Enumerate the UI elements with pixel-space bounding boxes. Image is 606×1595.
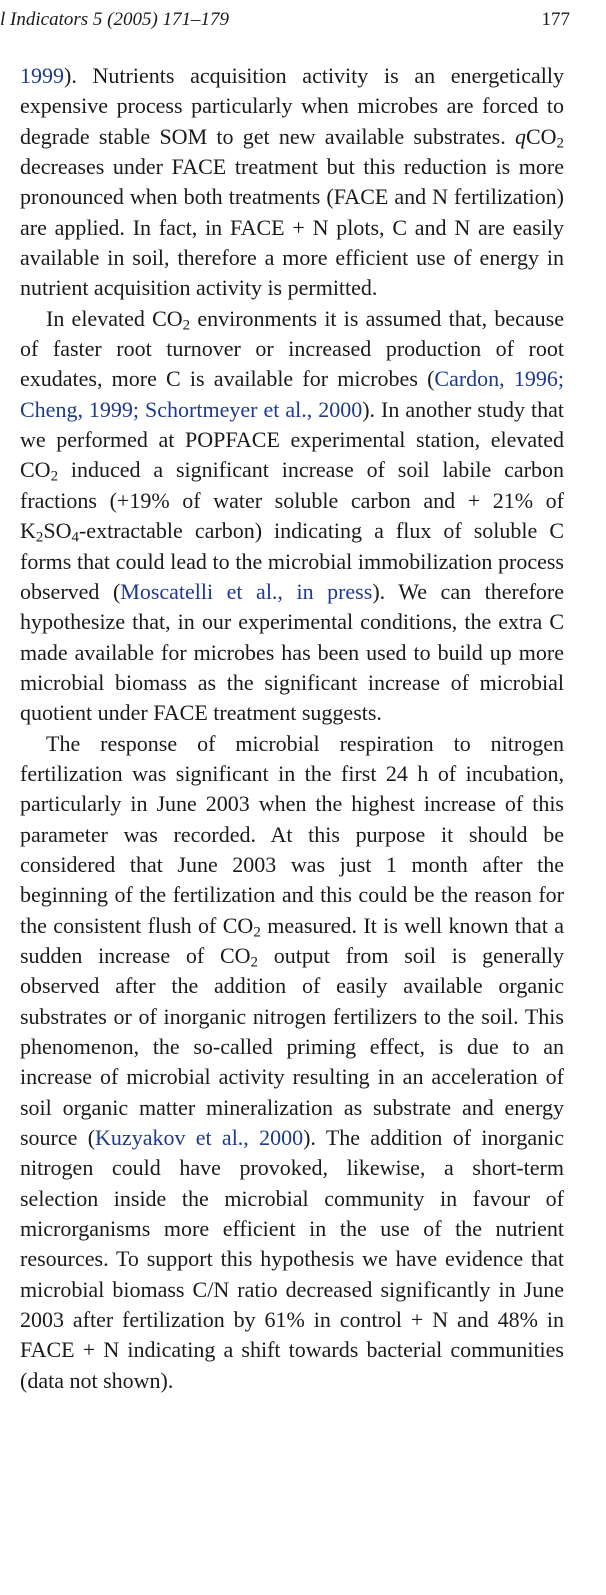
body-text: output from soil is generally observed a… (20, 942, 564, 1151)
body-text: environments it is assumed that, because… (20, 305, 564, 392)
paragraph-nitrogen-response: The response of microbial respiration to… (20, 729, 564, 1397)
citation-link[interactable]: Moscatelli et al., in press (120, 578, 373, 604)
subscript: 2 (35, 529, 44, 546)
body-text: CO (525, 123, 557, 149)
body-text: ). The addition of inorganic nitrogen co… (20, 1125, 564, 1393)
body-text: -extractable carbon) indicating a flux o… (20, 518, 564, 604)
body-text: induced a significant increase of soil l… (20, 457, 564, 544)
body-text: ). Nutrients acquisition activity is an … (20, 63, 564, 149)
body-text: In elevated CO (46, 305, 183, 331)
subscript: 2 (556, 135, 564, 152)
paragraph-elevated-co2: In elevated CO2 environments it is assum… (20, 304, 564, 729)
citation-link[interactable]: Cardon, 1996; Cheng, 1999; Schortmeyer e… (20, 366, 564, 422)
article-body: 1999). Nutrients acquisition activity is… (20, 61, 564, 1396)
subscript: 2 (253, 924, 261, 941)
body-text: ). In another study that we performed at… (20, 396, 564, 483)
subscript: 4 (71, 529, 79, 546)
subscript: 2 (250, 954, 258, 971)
body-text: measured. It is well known that a sudden… (20, 912, 564, 968)
citation-link[interactable]: 1999 (20, 63, 64, 88)
subscript: 2 (182, 317, 191, 334)
citation-link[interactable]: Kuzyakov et al., 2000 (95, 1125, 304, 1151)
body-text: decreases under FACE treatment but this … (20, 154, 564, 301)
italic-symbol: q (514, 123, 526, 149)
page-number: 177 (541, 9, 571, 30)
body-text: ). We can therefore hypothesize that, in… (20, 578, 564, 726)
body-text: SO (43, 518, 72, 544)
paragraph-continued: 1999). Nutrients acquisition activity is… (20, 61, 564, 304)
body-text: The response of microbial respiration to… (20, 730, 564, 938)
running-header: l Indicators 5 (2005) 171–179 177 (0, 6, 570, 34)
journal-citation: l Indicators 5 (2005) 171–179 (0, 9, 230, 30)
subscript: 2 (50, 469, 59, 486)
